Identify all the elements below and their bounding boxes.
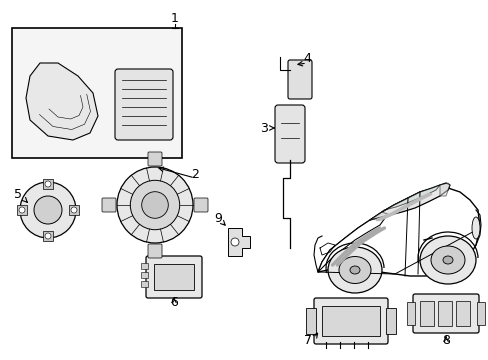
- Bar: [419, 301, 433, 326]
- Text: 6: 6: [170, 296, 178, 309]
- Bar: [476, 302, 484, 325]
- Polygon shape: [381, 185, 439, 212]
- Bar: [17, 205, 27, 215]
- Text: 5: 5: [14, 189, 22, 202]
- FancyBboxPatch shape: [287, 60, 311, 99]
- Polygon shape: [369, 212, 389, 220]
- Text: 2: 2: [191, 168, 199, 181]
- Circle shape: [45, 233, 51, 239]
- Ellipse shape: [338, 256, 370, 284]
- Bar: [406, 302, 414, 325]
- Ellipse shape: [349, 266, 359, 274]
- FancyBboxPatch shape: [194, 198, 207, 212]
- Bar: [385, 308, 395, 334]
- Bar: [321, 306, 379, 336]
- Polygon shape: [26, 63, 98, 140]
- FancyBboxPatch shape: [115, 69, 173, 140]
- Circle shape: [34, 196, 62, 224]
- Bar: [141, 281, 148, 287]
- Circle shape: [117, 167, 193, 243]
- Bar: [69, 205, 79, 215]
- Text: 4: 4: [303, 51, 310, 64]
- Circle shape: [19, 207, 25, 213]
- Text: 8: 8: [441, 333, 449, 346]
- Bar: [43, 231, 53, 241]
- FancyBboxPatch shape: [412, 294, 478, 333]
- Text: 9: 9: [214, 211, 222, 225]
- Polygon shape: [369, 183, 449, 220]
- Bar: [437, 301, 451, 326]
- Text: 1: 1: [171, 12, 179, 24]
- Ellipse shape: [430, 246, 464, 274]
- Bar: [141, 272, 148, 278]
- Text: 7: 7: [304, 333, 311, 346]
- Bar: [141, 263, 148, 269]
- FancyBboxPatch shape: [102, 198, 116, 212]
- Circle shape: [142, 192, 168, 218]
- Polygon shape: [317, 215, 384, 272]
- Circle shape: [45, 181, 51, 187]
- Text: 3: 3: [260, 122, 267, 135]
- Bar: [305, 308, 315, 334]
- Ellipse shape: [327, 247, 381, 293]
- FancyBboxPatch shape: [146, 256, 202, 298]
- FancyBboxPatch shape: [274, 105, 305, 163]
- FancyBboxPatch shape: [313, 298, 387, 344]
- Ellipse shape: [471, 217, 479, 239]
- Circle shape: [230, 238, 239, 246]
- Circle shape: [130, 180, 179, 230]
- FancyBboxPatch shape: [148, 244, 162, 258]
- Bar: [455, 301, 469, 326]
- Bar: [12, 28, 182, 158]
- Bar: [154, 264, 194, 290]
- Circle shape: [71, 207, 77, 213]
- Ellipse shape: [419, 236, 475, 284]
- Polygon shape: [439, 183, 449, 196]
- Ellipse shape: [442, 256, 452, 264]
- Polygon shape: [227, 228, 249, 256]
- Bar: [43, 179, 53, 189]
- Circle shape: [20, 182, 76, 238]
- FancyBboxPatch shape: [148, 152, 162, 166]
- Polygon shape: [317, 188, 479, 276]
